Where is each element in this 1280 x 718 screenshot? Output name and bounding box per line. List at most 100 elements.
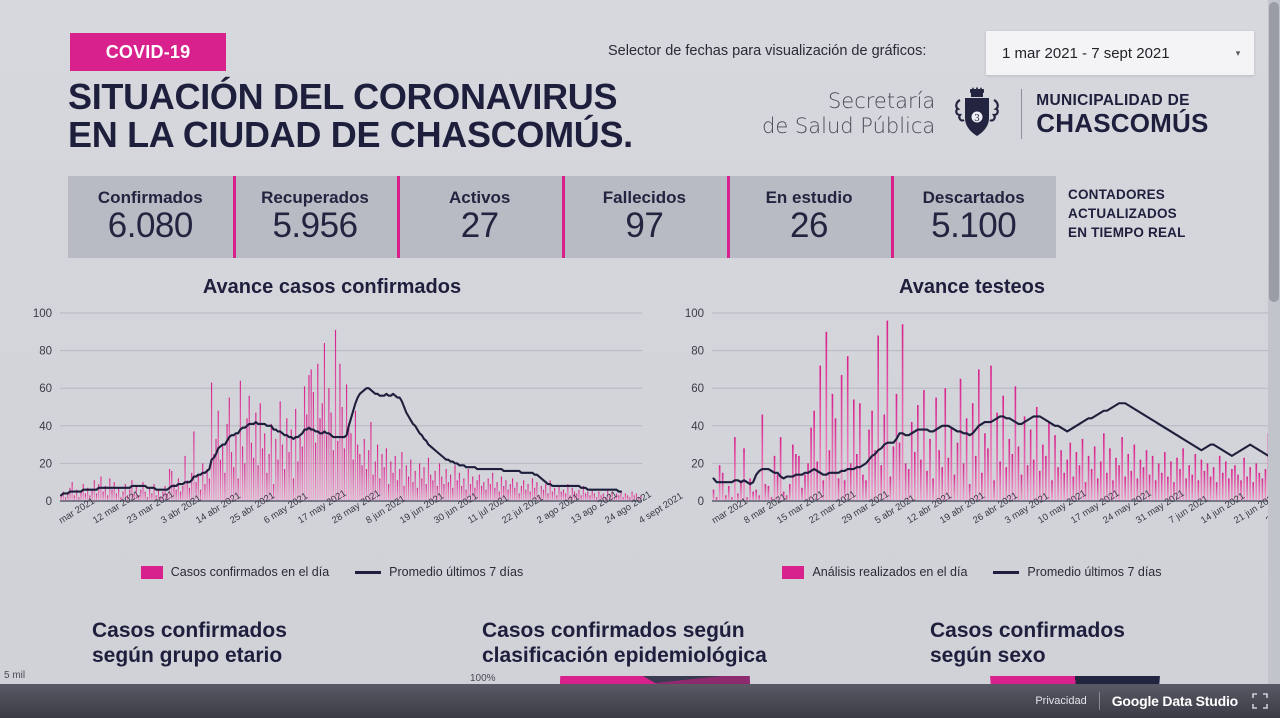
svg-text:3: 3 bbox=[974, 114, 980, 124]
svg-text:60: 60 bbox=[691, 383, 704, 395]
covid-badge: COVID-19 bbox=[70, 33, 226, 71]
x-axis-labels: mar 2021 12 mar 2021 23 mar 2021 3 abr 2021… bbox=[12, 488, 685, 561]
svg-text:20: 20 bbox=[39, 458, 52, 470]
date-range-value: 1 mar 2021 - 7 sept 2021 bbox=[1002, 44, 1170, 62]
fullscreen-icon[interactable] bbox=[1250, 691, 1270, 711]
google-data-studio-brand[interactable]: Google Data Studio bbox=[1111, 693, 1238, 709]
legend-item-bars: Casos confirmados en el día bbox=[140, 565, 330, 579]
legend-line-swatch bbox=[355, 570, 382, 574]
section-title: Casos confirmados según clasificación ep… bbox=[482, 618, 767, 668]
municipalidad-line2: CHASCOMÚS bbox=[1036, 107, 1209, 138]
legend-label-bars: Análisis realizados en el día bbox=[812, 565, 968, 579]
chart-legend: Casos confirmados en el día Promedio últ… bbox=[12, 565, 652, 579]
svg-text:0: 0 bbox=[46, 496, 52, 508]
secretaria-line2: de Salud Pública bbox=[762, 114, 936, 138]
counter-value: 27 bbox=[460, 206, 499, 245]
municipalidad-wordmark: MUNICIPALIDAD DE CHASCOMÚS bbox=[1036, 92, 1208, 137]
chart-avance-casos-confirmados[interactable]: Avance casos confirmados 0 20 40 60 80 100 ma… bbox=[12, 276, 685, 596]
legend-label-line: Promedio últimos 7 días bbox=[389, 565, 524, 579]
section-title-line1: Casos confirmados según bbox=[482, 619, 745, 642]
svg-text:40: 40 bbox=[691, 421, 704, 433]
counter-label: Descartados bbox=[922, 188, 1025, 207]
chevron-down-icon: ▾ bbox=[1235, 47, 1241, 58]
footer-divider bbox=[1098, 692, 1100, 710]
section-title: Casos confirmados según sexo bbox=[930, 618, 1125, 668]
counter-en-estudio: En estudio 26 bbox=[726, 176, 892, 258]
section-title-line2: según grupo etario bbox=[92, 644, 283, 667]
svg-text:80: 80 bbox=[691, 346, 704, 358]
page-title: SITUACIÓN DEL CORONAVIRUS EN LA CIUDAD D… bbox=[68, 78, 633, 154]
section-casos-clasificacion-epidemiologica: Casos confirmados según clasificación ep… bbox=[482, 618, 767, 668]
counter-label: Confirmados bbox=[97, 188, 203, 207]
scrollbar-thumb[interactable] bbox=[1269, 2, 1279, 302]
page-title-line2: EN LA CIUDAD DE CHASCOMÚS. bbox=[68, 114, 633, 155]
counters-strip: Confirmados 6.080 Recuperados 5.956 Activos 2… bbox=[68, 176, 1056, 258]
date-selector-label: Selector de fechas para visualización de… bbox=[608, 43, 927, 59]
counter-recuperados: Recuperados 5.956 bbox=[232, 176, 398, 258]
plot-area: 0 20 40 60 80 100 mar 2021 8 mar 2021 15 mar 20… bbox=[664, 305, 1280, 561]
section-title-line2: según sexo bbox=[930, 644, 1046, 667]
svg-text:0: 0 bbox=[698, 496, 704, 508]
svg-text:60: 60 bbox=[39, 383, 52, 395]
page-title-line1: SITUACIÓN DEL CORONAVIRUS bbox=[68, 76, 618, 117]
svg-text:100: 100 bbox=[33, 308, 52, 320]
counters-note-line1: CONTADORES bbox=[1068, 187, 1166, 202]
legend-item-line: Promedio últimos 7 días bbox=[355, 565, 523, 579]
svg-text:80: 80 bbox=[39, 346, 52, 358]
secretaria-line1: Secretaría bbox=[827, 89, 936, 113]
logo-divider bbox=[1021, 89, 1023, 139]
scrollbar-track[interactable] bbox=[1268, 0, 1280, 684]
section-casos-sexo: Casos confirmados según sexo bbox=[930, 618, 1125, 668]
organization-logo: Secretaría de Salud Pública 3 MUNICIPALI… bbox=[762, 86, 1209, 142]
counter-value: 97 bbox=[625, 206, 664, 245]
date-range-selector[interactable]: 1 mar 2021 - 7 sept 2021 ▾ bbox=[986, 31, 1254, 75]
axis-label-5-mil: 5 mil bbox=[4, 670, 26, 681]
legend-line-swatch bbox=[993, 570, 1020, 574]
legend-label-bars: Casos confirmados en el día bbox=[170, 565, 330, 579]
counter-label: En estudio bbox=[765, 188, 853, 207]
svg-text:100: 100 bbox=[685, 308, 704, 320]
counters-note: CONTADORES ACTUALIZADOS EN TIEMPO REAL bbox=[1068, 185, 1186, 242]
legend-label-line: Promedio últimos 7 días bbox=[1027, 565, 1162, 579]
counter-value: 5.100 bbox=[931, 206, 1017, 245]
counters-note-line2: ACTUALIZADOS bbox=[1068, 206, 1177, 221]
counters-note-line3: EN TIEMPO REAL bbox=[1068, 225, 1186, 240]
bottom-sections: Casos confirmados según grupo etario Cas… bbox=[0, 606, 1280, 718]
legend-bar-swatch bbox=[782, 565, 805, 579]
counter-confirmados: Confirmados 6.080 bbox=[68, 176, 233, 258]
counter-activos: Activos 27 bbox=[397, 176, 562, 258]
counter-fallecidos: Fallecidos 97 bbox=[562, 176, 727, 258]
chart-legend: Análisis realizados en el día Promedio ú… bbox=[664, 565, 1280, 579]
plot-svg: 0 20 40 60 80 100 bbox=[685, 308, 1270, 508]
plot-area: 0 20 40 60 80 100 mar 2021 12 mar 2021 23 mar 2… bbox=[12, 305, 685, 561]
svg-text:20: 20 bbox=[691, 458, 704, 470]
counter-descartados: Descartados 5.100 bbox=[891, 176, 1056, 258]
counter-value: 5.956 bbox=[272, 206, 358, 245]
legend-item-bars: Análisis realizados en el día bbox=[782, 565, 967, 579]
section-title-line1: Casos confirmados bbox=[930, 619, 1125, 642]
counter-label: Fallecidos bbox=[602, 188, 686, 207]
chart-title: Avance casos confirmados bbox=[202, 276, 462, 298]
chart-avance-testeos[interactable]: Avance testeos 0 20 40 60 80 100 mar 2021 8 ma… bbox=[664, 276, 1280, 596]
footer-bar: Privacidad Google Data Studio bbox=[0, 684, 1280, 718]
secretaria-wordmark: Secretaría de Salud Pública bbox=[762, 89, 947, 139]
counter-value: 6.080 bbox=[107, 206, 194, 245]
plot-svg: 0 20 40 60 80 100 bbox=[33, 308, 642, 508]
chart-title: Avance testeos bbox=[899, 276, 1045, 298]
svg-text:40: 40 bbox=[39, 421, 52, 433]
axis-label-100-percent: 100% bbox=[470, 673, 496, 684]
legend-item-line: Promedio últimos 7 días bbox=[993, 565, 1162, 579]
section-title: Casos confirmados según grupo etario bbox=[92, 618, 287, 668]
section-title-line2: clasificación epidemiológica bbox=[482, 644, 767, 667]
privacy-link[interactable]: Privacidad bbox=[1035, 695, 1087, 707]
counter-label: Recuperados bbox=[261, 188, 369, 207]
section-title-line1: Casos confirmados bbox=[92, 619, 287, 642]
legend-bar-swatch bbox=[140, 565, 163, 579]
section-casos-grupo-etario: Casos confirmados según grupo etario bbox=[92, 618, 287, 668]
counter-value: 26 bbox=[790, 206, 828, 245]
municipal-crest-icon: 3 bbox=[947, 86, 1007, 142]
x-axis-labels: mar 2021 8 mar 2021 15 mar 2021 22 mar 2021… bbox=[664, 488, 1280, 561]
counter-label: Activos bbox=[448, 188, 511, 207]
municipalidad-line1: MUNICIPALIDAD DE bbox=[1036, 91, 1190, 109]
